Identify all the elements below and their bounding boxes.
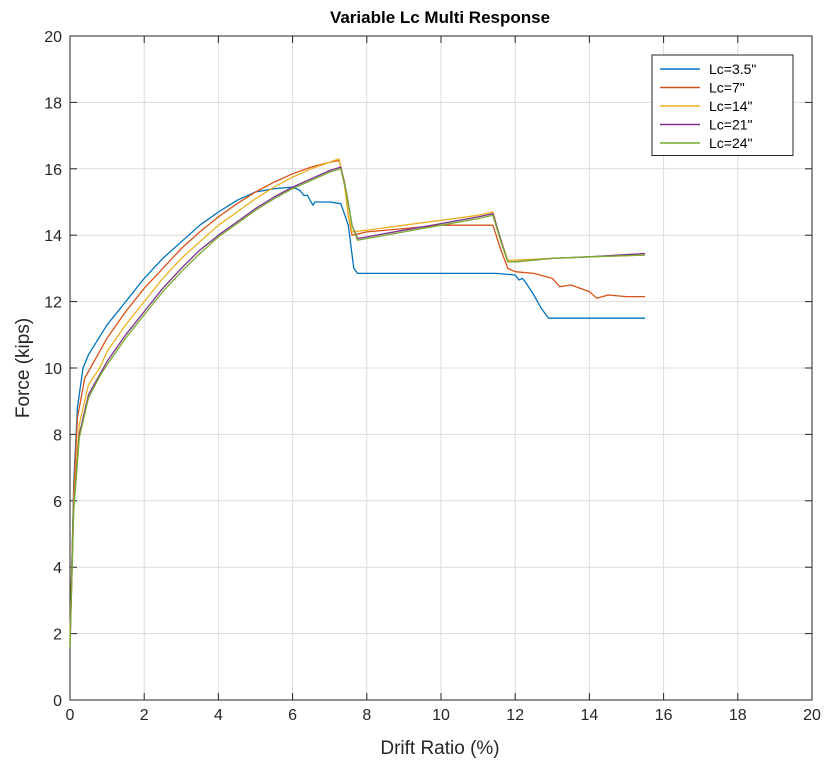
x-tick-label: 4 <box>214 707 223 724</box>
x-tick-label: 18 <box>729 707 747 724</box>
x-tick-label: 0 <box>66 707 75 724</box>
y-tick-label: 4 <box>53 560 62 577</box>
axis-ticks: 0 2 4 6 8 10 12 14 16 18 20 0 2 4 6 8 10 12 14 16 18 20 <box>44 29 821 724</box>
series-line-5 <box>69 168 646 647</box>
legend-label: Lc=14" <box>709 98 753 114</box>
x-tick-label: 6 <box>288 707 297 724</box>
x-tick-label: 8 <box>362 707 371 724</box>
x-axis-label: Drift Ratio (%) <box>380 738 499 759</box>
x-tick-label: 16 <box>655 707 673 724</box>
x-tick-label: 12 <box>506 707 524 724</box>
legend-label: Lc=21" <box>709 117 753 133</box>
legend-label: Lc=7" <box>709 80 745 96</box>
y-tick-label: 16 <box>44 162 62 179</box>
legend: Lc=3.5" Lc=7" Lc=14" Lc=21" Lc=24" <box>651 54 794 156</box>
series-line-2 <box>69 159 646 641</box>
y-axis-label: Force (kips) <box>13 318 34 418</box>
legend-label: Lc=3.5" <box>709 61 756 77</box>
y-tick-label: 10 <box>44 361 62 378</box>
y-tick-label: 2 <box>53 627 62 644</box>
series-line-3 <box>69 158 646 644</box>
y-tick-label: 18 <box>44 95 62 112</box>
y-tick-label: 14 <box>44 228 62 245</box>
y-tick-label: 12 <box>44 295 62 312</box>
y-tick-label: 8 <box>53 427 62 444</box>
series-line-1 <box>69 186 646 644</box>
legend-label: Lc=24" <box>709 135 753 151</box>
series-lines <box>69 158 646 647</box>
x-tick-label: 20 <box>803 707 821 724</box>
y-tick-label: 20 <box>44 29 62 46</box>
y-tick-label: 0 <box>53 693 62 710</box>
chart-title: Variable Lc Multi Response <box>330 8 550 27</box>
x-tick-label: 10 <box>432 707 450 724</box>
x-tick-label: 14 <box>581 707 599 724</box>
y-tick-label: 6 <box>53 494 62 511</box>
x-tick-label: 2 <box>140 707 149 724</box>
